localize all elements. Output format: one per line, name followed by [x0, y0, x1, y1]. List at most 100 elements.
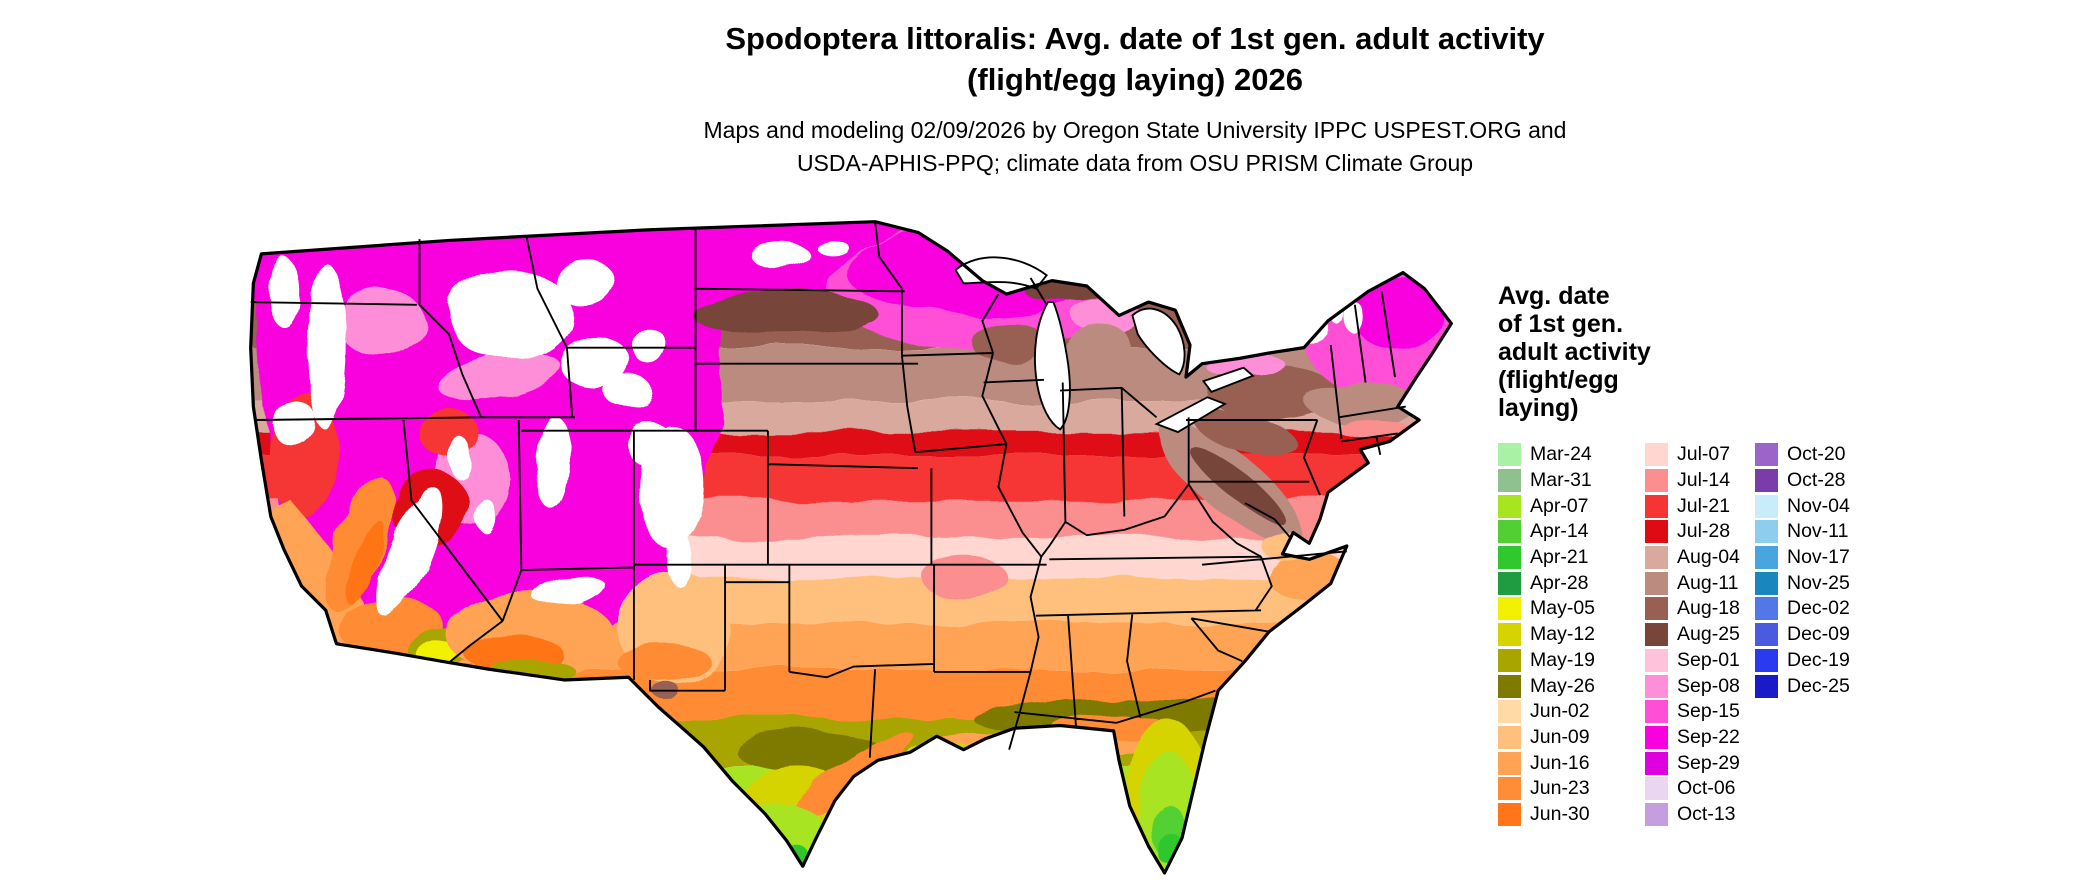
legend-swatch: [1498, 546, 1521, 570]
legend-entry: Sep-29: [1645, 750, 1755, 776]
legend-swatch: [1645, 469, 1668, 493]
legend-swatch: [1645, 777, 1668, 801]
legend-label: Jun-30: [1530, 802, 1590, 825]
lake-michigan: [1033, 301, 1071, 431]
great-lakes: [954, 256, 1255, 434]
legend-swatch: [1498, 700, 1521, 724]
legend-entry: May-26: [1498, 673, 1645, 699]
subtitle-line2: USDA-APHIS-PPQ; climate data from OSU PR…: [796, 150, 1474, 176]
legend-label: Jul-21: [1677, 494, 1731, 517]
legend-entry: Oct-20: [1755, 442, 1850, 468]
legend-swatch: [1498, 520, 1521, 544]
legend-entry: Aug-18: [1645, 596, 1755, 622]
legend-label: Dec-09: [1787, 623, 1850, 646]
legend-entry: Aug-04: [1645, 545, 1755, 571]
legend-entry: Oct-13: [1645, 802, 1755, 828]
legend-label: May-19: [1530, 648, 1596, 671]
legend-label: Jun-02: [1530, 700, 1590, 723]
page-title-line2: (flight/egg laying) 2026: [967, 62, 1303, 97]
legend-entry: Jul-07: [1645, 442, 1755, 468]
legend-label: Nov-25: [1787, 571, 1850, 594]
legend-swatch: [1645, 546, 1668, 570]
legend-label: Jul-28: [1677, 520, 1731, 543]
legend-swatch: [1498, 469, 1521, 493]
legend-label: Dec-25: [1787, 674, 1850, 697]
subtitle: Maps and modeling 02/09/2026 by Oregon S…: [460, 114, 1810, 180]
legend-swatch: [1645, 648, 1668, 672]
legend-label: May-05: [1530, 597, 1596, 620]
legend-label: Dec-19: [1787, 648, 1850, 671]
subtitle-line1: Maps and modeling 02/09/2026 by Oregon S…: [703, 117, 1567, 143]
legend-swatch: [1755, 546, 1778, 570]
legend-swatch: [1645, 443, 1668, 467]
legend-entry: Dec-19: [1755, 648, 1850, 674]
legend-label: Apr-14: [1530, 520, 1589, 543]
legend-label: Oct-20: [1787, 443, 1846, 466]
legend-swatch: [1755, 597, 1778, 621]
legend-swatch: [1755, 571, 1778, 595]
legend-entry: Nov-11: [1755, 519, 1850, 545]
legend-column: Oct-20 Oct-28 Nov-04 Nov-11 Nov-17 Nov-25 Dec-…: [1755, 442, 1850, 699]
legend-entry: Aug-11: [1645, 570, 1755, 596]
legend-swatch: [1498, 494, 1521, 518]
legend-label: Dec-02: [1787, 597, 1850, 620]
legend-swatch: [1755, 674, 1778, 698]
legend-label: Sep-01: [1677, 648, 1740, 671]
legend-swatch: [1645, 674, 1668, 698]
page-title-line1: Spodoptera littoralis: Avg. date of 1st …: [725, 21, 1545, 56]
legend-swatch: [1755, 520, 1778, 544]
legend-swatch: [1645, 802, 1668, 826]
legend-label: Nov-11: [1787, 520, 1849, 543]
legend-label: May-12: [1530, 623, 1596, 646]
legend-entry: May-05: [1498, 596, 1645, 622]
legend-title-line: (flight/egg: [1498, 366, 1619, 394]
color-regions: [250, 221, 1452, 873]
legend-entry: Sep-15: [1645, 699, 1755, 725]
legend-title-line: Avg. date: [1498, 282, 1610, 310]
legend-entry: Jul-21: [1645, 493, 1755, 519]
legend-label: Aug-04: [1677, 546, 1740, 569]
legend-entry: Mar-31: [1498, 468, 1645, 494]
legend-entry: Jun-30: [1498, 802, 1645, 828]
legend-label: Sep-15: [1677, 700, 1740, 723]
legend-label: Oct-13: [1677, 802, 1736, 825]
legend-entry: Oct-06: [1645, 776, 1755, 802]
legend-label: Nov-17: [1787, 546, 1850, 569]
legend-label: Sep-22: [1677, 725, 1740, 748]
legend-swatch: [1645, 520, 1668, 544]
us-outline: [249, 220, 1453, 875]
legend-entry: Dec-02: [1755, 596, 1850, 622]
legend-entry: Apr-21: [1498, 545, 1645, 571]
legend-entry: Aug-25: [1645, 622, 1755, 648]
legend-entry: May-19: [1498, 648, 1645, 674]
legend-entry: Dec-25: [1755, 673, 1850, 699]
legend-title-line: adult activity: [1498, 338, 1651, 366]
legend-swatch: [1645, 597, 1668, 621]
legend-entry: Sep-22: [1645, 725, 1755, 751]
legend-entry: Jun-09: [1498, 725, 1645, 751]
legend-entry: Jun-02: [1498, 699, 1645, 725]
legend-entry: Sep-01: [1645, 648, 1755, 674]
legend-swatch: [1755, 443, 1778, 467]
legend-label: Aug-18: [1677, 597, 1740, 620]
legend-label: Aug-11: [1677, 571, 1739, 594]
legend-label: Nov-04: [1787, 494, 1850, 517]
legend-swatch: [1498, 571, 1521, 595]
legend-swatch: [1755, 494, 1778, 518]
legend-label: Apr-07: [1530, 494, 1589, 517]
legend-swatch: [1755, 623, 1778, 647]
header: Spodoptera littoralis: Avg. date of 1st …: [460, 18, 1810, 180]
legend-label: Mar-31: [1530, 469, 1592, 492]
legend-label: Sep-29: [1677, 751, 1740, 774]
legend-swatch: [1645, 494, 1668, 518]
legend-entry: Jun-16: [1498, 750, 1645, 776]
legend-swatch: [1755, 648, 1778, 672]
legend-entry: Oct-28: [1755, 468, 1850, 494]
legend-entry: Mar-24: [1498, 442, 1645, 468]
legend-entry: Nov-04: [1755, 493, 1850, 519]
legend-title-line: of 1st gen.: [1498, 310, 1624, 338]
legend-entry: Jul-14: [1645, 468, 1755, 494]
legend-label: Apr-28: [1530, 571, 1589, 594]
legend-entry: Apr-28: [1498, 570, 1645, 596]
legend-swatch: [1498, 597, 1521, 621]
